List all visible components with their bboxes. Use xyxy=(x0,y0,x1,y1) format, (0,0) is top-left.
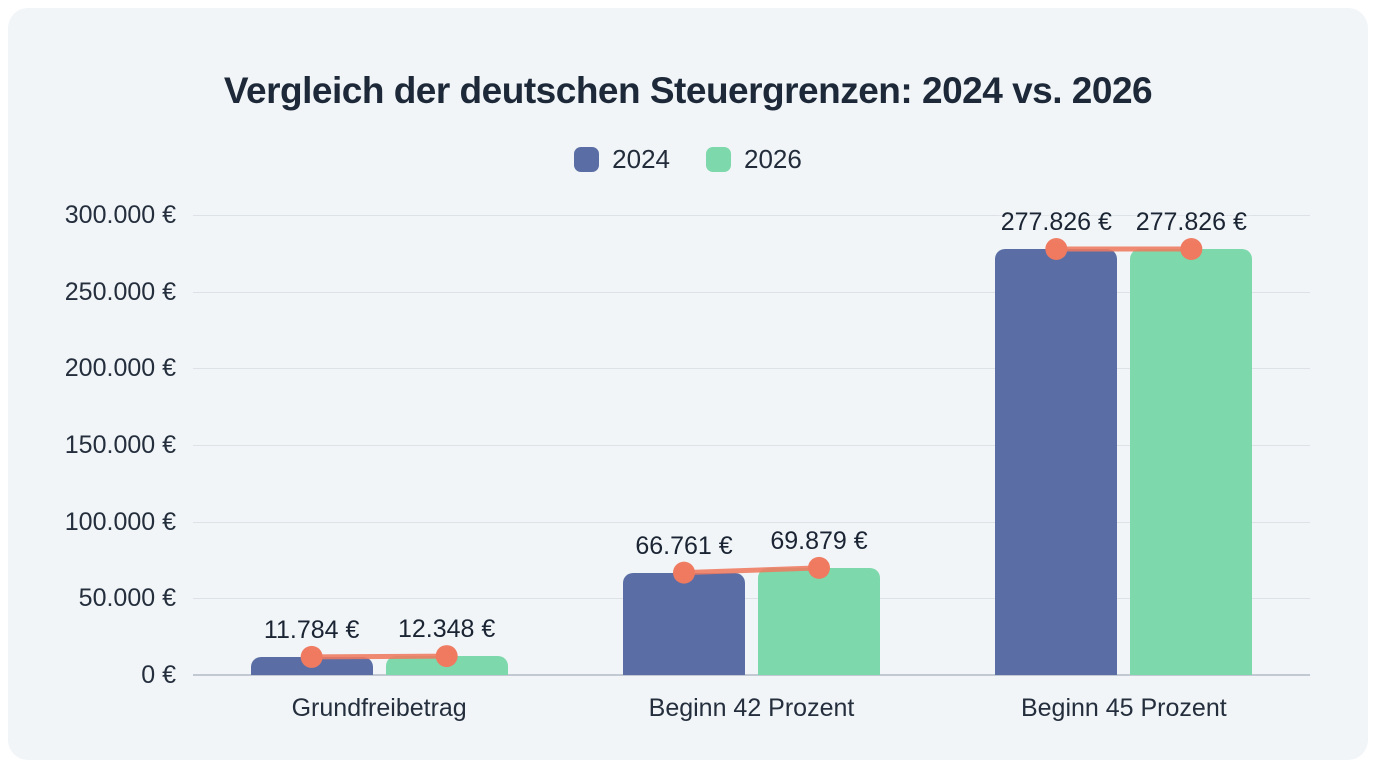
y-axis-tick-label: 100.000 € xyxy=(64,507,176,536)
legend-label-2026: 2026 xyxy=(744,143,802,174)
bar-value-label: 11.784 € xyxy=(263,615,360,644)
gridline xyxy=(193,445,1310,446)
legend-item-2026: 2026 xyxy=(706,144,802,175)
y-axis-tick-label: 150.000 € xyxy=(64,431,176,459)
bar-2026-beginn-45-prozent xyxy=(1130,249,1253,675)
x-axis-category-label: Beginn 45 Prozent xyxy=(1020,694,1227,722)
gridline xyxy=(193,521,1310,523)
gridlines-layer: 0 € 50.000 € 100.000 € 150.000 € 200.000 € 25… xyxy=(8,8,1368,760)
y-axis-tick-label: 300.000 € xyxy=(64,201,176,229)
legend: 2024 2026 xyxy=(8,144,1368,175)
gridline xyxy=(193,368,1310,370)
legend-label-2024: 2024 xyxy=(612,143,670,174)
bar-value-label: 69.879 € xyxy=(770,526,868,555)
legend-item-2024: 2024 xyxy=(574,144,670,175)
y-axis-tick-label: 0 € xyxy=(141,661,176,689)
bar-value-label: 12.348 € xyxy=(397,615,496,644)
bar-2024-beginn-42-prozent xyxy=(623,572,745,675)
x-axis-line xyxy=(193,674,1310,676)
chart-title: Vergleich der deutschen Steuergrenzen: 2… xyxy=(223,70,1153,111)
gridline xyxy=(193,598,1310,600)
gridline xyxy=(193,291,1310,293)
x-axis-category-label: Beginn 42 Prozent xyxy=(648,694,855,722)
bar-2026-beginn-42-prozent xyxy=(758,567,880,675)
labels-layer: 11.784 € 12.348 € Grundfreibetrag 66.761 € 6… xyxy=(8,8,1368,760)
legend-swatch-2026 xyxy=(706,146,731,172)
bar-value-label: 277.826 € xyxy=(1135,208,1247,236)
gridline xyxy=(193,215,1310,216)
chart-card: Vergleich der deutschen Steuergrenzen: 2… xyxy=(8,8,1368,760)
y-axis-tick-label: 50.000 € xyxy=(78,584,176,613)
y-axis-tick-label: 250.000 € xyxy=(64,277,176,306)
bar-value-label: 66.761 € xyxy=(635,531,733,560)
y-axis-tick-label: 200.000 € xyxy=(64,354,176,383)
x-axis-category-label: Grundfreibetrag xyxy=(291,694,467,722)
legend-swatch-2024 xyxy=(574,146,600,172)
bars-layer xyxy=(8,8,1368,760)
bar-value-label: 277.826 € xyxy=(1000,208,1112,236)
bar-2024-beginn-45-prozent xyxy=(995,249,1118,675)
